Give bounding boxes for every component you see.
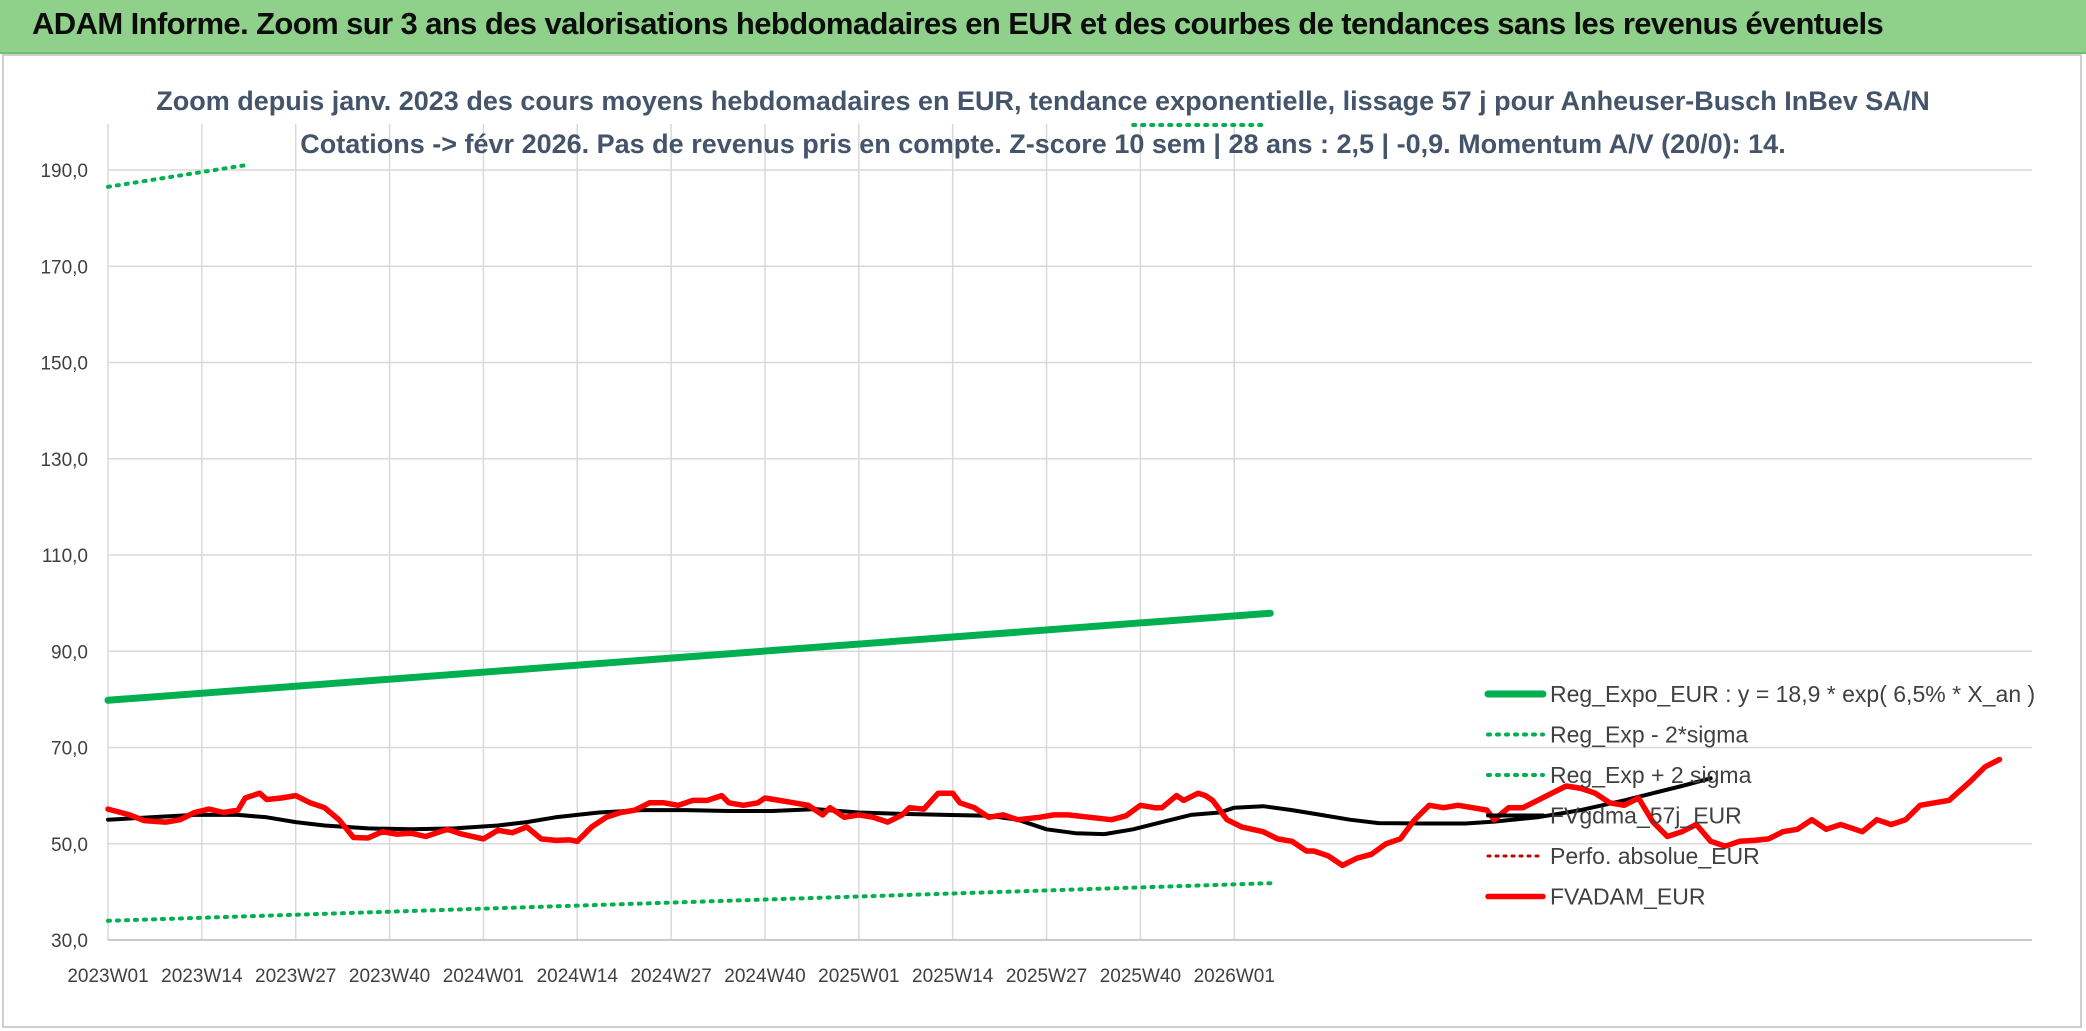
- x-axis: 2023W01 2023W14 2023W27 2023W40 2024W01 2024W…: [67, 966, 1275, 987]
- y-tick-label: 50,0: [51, 835, 88, 856]
- x-tick-label: 2025W27: [1006, 966, 1087, 987]
- chart-subtitle: Cotations -> févr 2026. Pas de revenus p…: [300, 129, 1785, 159]
- legend-label-reg-exp-plus-2sigma: Reg_Exp + 2 sigma: [1550, 762, 1752, 788]
- x-tick-label: 2024W14: [537, 966, 619, 987]
- report-title: ADAM Informe. Zoom sur 3 ans des valoris…: [32, 6, 1884, 41]
- y-tick-label: 130,0: [40, 450, 88, 471]
- x-tick-label: 2026W01: [1194, 966, 1275, 987]
- series-line-fvadam: [105, 756, 2003, 869]
- legend-label-reg-expo: Reg_Expo_EUR : y = 18,9 * exp( 6,5% * X_…: [1550, 681, 2035, 707]
- series-line-reg-exp-minus-2sigma: [106, 881, 1273, 923]
- x-tick-label: 2024W27: [630, 966, 711, 987]
- series-line-reg-exp-plus-2sigma: [106, 163, 248, 189]
- x-tick-label: 2023W40: [349, 966, 430, 987]
- legend-label-fvgdma: FVgdma_57j_EUR: [1550, 803, 1742, 829]
- grid: [107, 124, 2032, 941]
- legend-label-fvadam: FVADAM_EUR: [1550, 884, 1706, 910]
- legend-label-perfo-absolue: Perfo. absolue_EUR: [1550, 843, 1760, 869]
- legend-label-reg-exp-minus-2sigma: Reg_Exp - 2*sigma: [1550, 722, 1748, 748]
- x-tick-label: 2024W40: [724, 966, 805, 987]
- x-tick-label: 2025W14: [912, 966, 994, 987]
- y-axis: 30,0 50,0 70,0 90,0 110,0 130,0 150,0 170,0 190,…: [40, 161, 88, 952]
- x-tick-label: 2023W27: [255, 966, 336, 987]
- chart-frame: [2, 54, 2082, 1028]
- y-tick-label: 110,0: [42, 546, 88, 567]
- legend: Reg_Expo_EUR : y = 18,9 * exp( 6,5% * X_…: [1484, 681, 2035, 910]
- y-tick-label: 190,0: [40, 161, 88, 182]
- y-tick-label: 90,0: [51, 642, 88, 663]
- y-tick-label: 70,0: [51, 739, 88, 760]
- chart-title: Zoom depuis janv. 2023 des cours moyens …: [156, 86, 1930, 116]
- x-tick-label: 2025W01: [818, 966, 899, 987]
- series: [104, 123, 2003, 923]
- y-tick-label: 30,0: [51, 931, 88, 952]
- x-tick-label: 2025W40: [1100, 966, 1181, 987]
- report-banner: ADAM Informe. Zoom sur 3 ans des valoris…: [0, 0, 2086, 54]
- x-tick-label: 2023W01: [67, 966, 148, 987]
- y-tick-label: 170,0: [40, 257, 88, 278]
- series-line-reg-expo: [104, 609, 1274, 704]
- x-tick-label: 2023W14: [161, 966, 243, 987]
- y-tick-label: 150,0: [40, 354, 88, 375]
- x-tick-label: 2024W01: [443, 966, 524, 987]
